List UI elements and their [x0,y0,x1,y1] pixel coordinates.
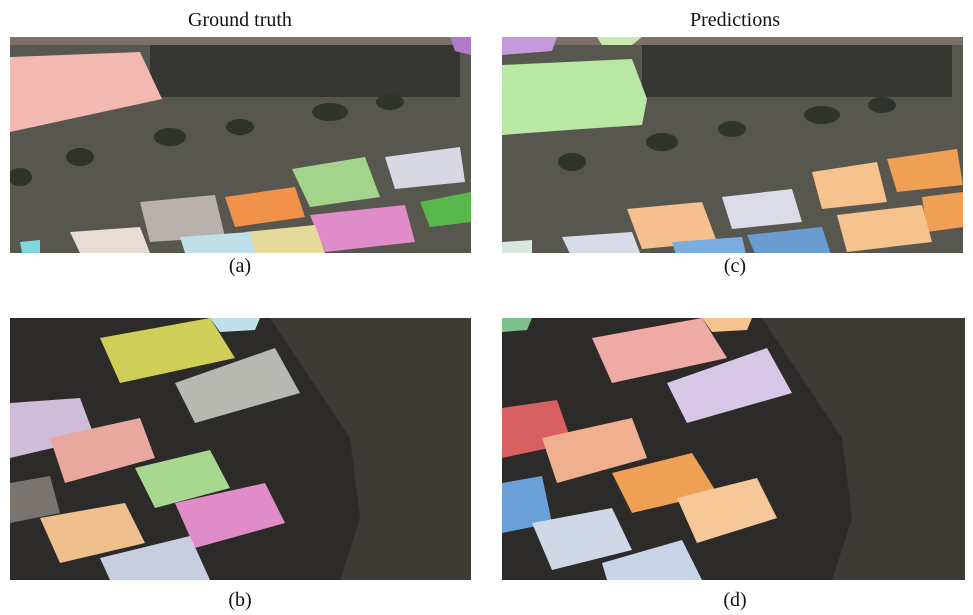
image-panel [8,37,471,253]
image-panel [502,318,965,580]
panel-label: (a) [229,255,251,277]
image-panel [502,37,965,258]
panel-label: (c) [724,255,746,277]
column-header: Ground truth [188,9,292,31]
panel-label: (d) [723,589,746,611]
column-header: Predictions [690,9,780,31]
panel-label: (b) [228,589,251,611]
figure: Ground truth Predictions (a) [0,0,973,615]
image-panel [10,318,471,580]
